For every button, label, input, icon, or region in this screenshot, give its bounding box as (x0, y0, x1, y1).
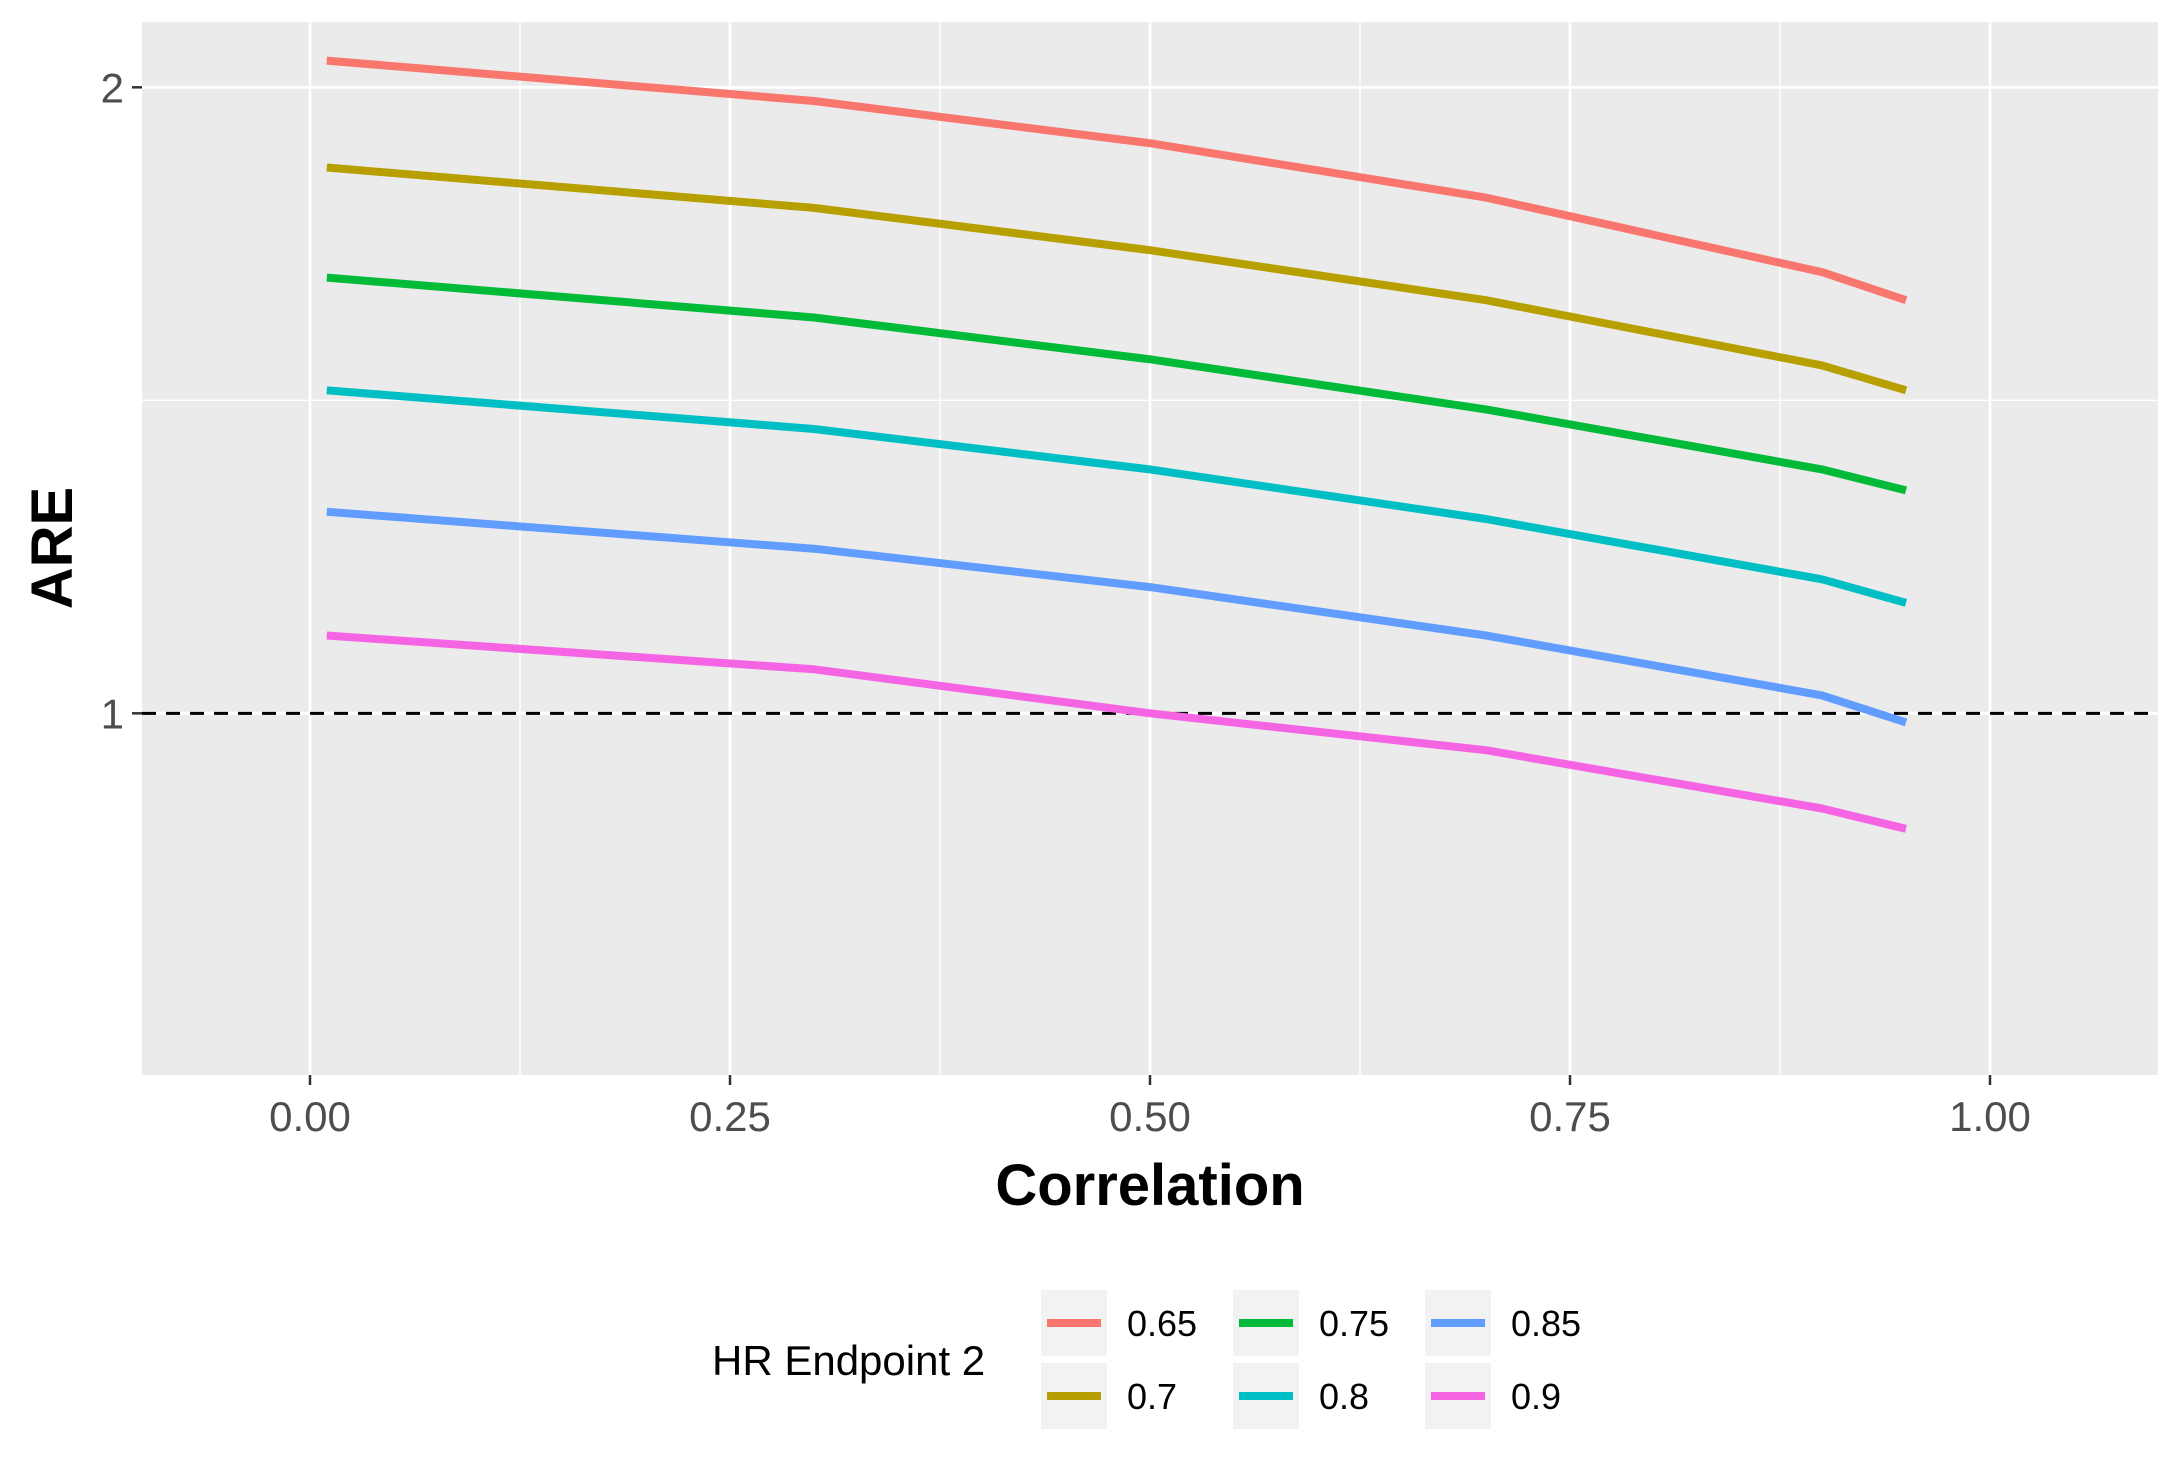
series-line-0.7 (326, 163, 1908, 395)
x-tick-label: 0.50 (1109, 1093, 1191, 1140)
legend: HR Endpoint 2 0.65 0.7 0.75 0.8 0.85 0.9 (712, 1290, 1581, 1429)
series-line-0.85 (326, 507, 1908, 727)
legend-label-0.75: 0.75 (1319, 1303, 1389, 1344)
series-lines (326, 56, 1908, 833)
series-line-0.9 (326, 631, 1907, 833)
legend-title: HR Endpoint 2 (712, 1337, 985, 1384)
x-axis-title: Correlation (995, 1153, 1304, 1218)
legend-label-0.8: 0.8 (1319, 1376, 1369, 1417)
x-tick-label: 0.75 (1529, 1093, 1611, 1140)
x-tick-label: 0.25 (689, 1093, 771, 1140)
x-tick-label: 1.00 (1949, 1093, 2031, 1140)
legend-label-0.7: 0.7 (1127, 1376, 1177, 1417)
legend-label-0.9: 0.9 (1511, 1376, 1561, 1417)
y-tick-label: 1 (101, 690, 124, 737)
series-line-0.75 (326, 273, 1907, 495)
y-axis: 12 (101, 64, 142, 737)
series-line-0.8 (326, 386, 1908, 607)
x-tick-label: 0.00 (269, 1093, 351, 1140)
y-axis-title: ARE (20, 487, 85, 609)
x-axis: 0.00 0.25 0.50 0.75 1.00 (269, 1075, 2031, 1140)
legend-label-0.65: 0.65 (1127, 1303, 1197, 1344)
legend-label-0.85: 0.85 (1511, 1303, 1581, 1344)
y-tick-label: 2 (101, 64, 124, 111)
series-line-0.65 (326, 56, 1908, 304)
